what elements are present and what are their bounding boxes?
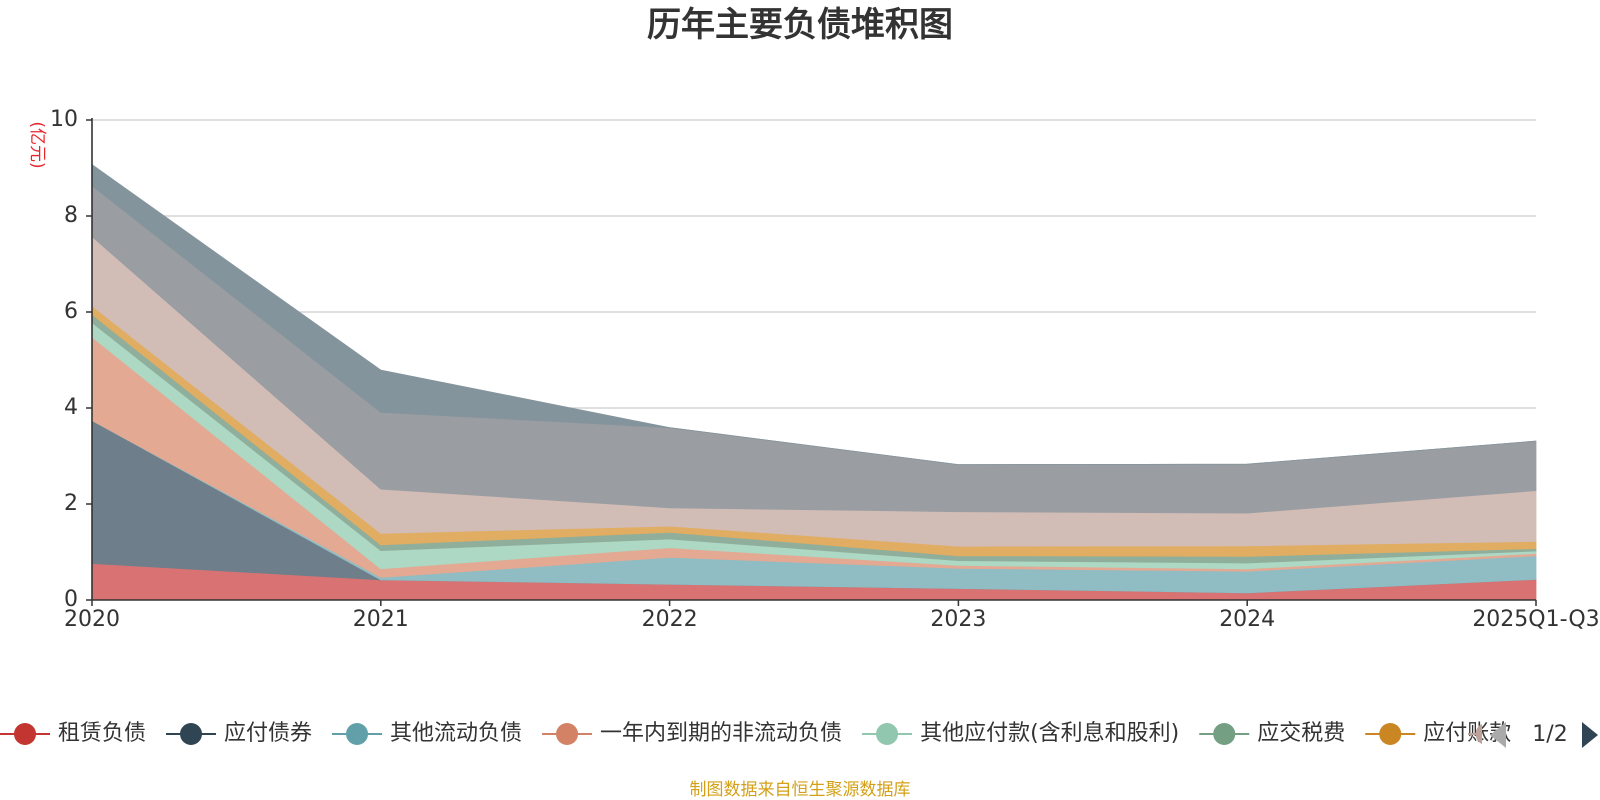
x-tick-label: 2022 xyxy=(642,607,698,632)
legend-label: 租赁负债 xyxy=(58,721,146,746)
legend-marker xyxy=(556,723,579,745)
legend-label: 其他应付款(含利息和股利) xyxy=(920,721,1179,746)
legend-item-应付账款[interactable]: 应付账款 xyxy=(1365,721,1511,746)
legend-item-partial xyxy=(1468,724,1482,744)
legend-marker xyxy=(180,723,203,745)
y-tick-label: 2 xyxy=(64,491,78,516)
legend-item-应交税费[interactable]: 应交税费 xyxy=(1199,721,1345,746)
axes: 0 2 4 6 8 10 2020 2021 2022 2023 2024 2025Q1-Q3 xyxy=(50,107,1600,632)
legend-item-一年内到期的非流动负债[interactable]: 一年内到期的非流动负债 xyxy=(542,721,842,746)
chart-title: 历年主要负债堆积图 xyxy=(647,5,953,45)
legend-marker xyxy=(1475,724,1482,744)
y-tick-label: 10 xyxy=(50,107,78,132)
y-tick-label: 8 xyxy=(64,203,78,228)
legend-next-page-icon[interactable] xyxy=(1582,722,1598,748)
area-series-group xyxy=(91,163,1537,601)
legend-page-indicator: 1/2 xyxy=(1532,722,1567,747)
legend-item-其他应付款含利息和股利[interactable]: 其他应付款(含利息和股利) xyxy=(862,721,1179,746)
legend-label: 应交税费 xyxy=(1257,721,1345,746)
legend-label: 应付债券 xyxy=(224,721,312,746)
data-source-note: 制图数据来自恒生聚源数据库 xyxy=(690,780,911,800)
y-tick-label: 6 xyxy=(64,299,78,324)
legend-marker xyxy=(1213,723,1236,745)
x-tick-label: 2025Q1-Q3 xyxy=(1472,607,1599,632)
x-tick-label: 2021 xyxy=(353,607,409,632)
legend-label: 一年内到期的非流动负债 xyxy=(600,721,842,746)
area-短期借款 xyxy=(91,163,1537,466)
legend-item-其他流动负债[interactable]: 其他流动负债 xyxy=(332,721,522,746)
x-tick-label: 2023 xyxy=(930,607,986,632)
legend-marker xyxy=(346,723,369,745)
x-tick-label: 2020 xyxy=(64,607,120,632)
x-tick-label: 2024 xyxy=(1219,607,1275,632)
legend[interactable]: 租赁负债 应付债券 其他流动负债 一年内到期的非流动负债 其他应付款(含利息和股利) 应交… xyxy=(0,721,1598,748)
legend-marker xyxy=(1379,723,1402,745)
legend-label: 其他流动负债 xyxy=(390,721,522,746)
legend-item-应付债券[interactable]: 应付债券 xyxy=(166,721,312,746)
y-tick-label: 0 xyxy=(64,587,78,612)
y-tick-label: 4 xyxy=(64,395,78,420)
legend-item-租赁负债[interactable]: 租赁负债 xyxy=(0,721,146,746)
legend-prev-page-icon[interactable] xyxy=(1490,722,1506,748)
y-axis-unit-label: (亿元) xyxy=(27,121,47,168)
legend-marker xyxy=(14,723,36,745)
legend-marker xyxy=(876,723,899,745)
